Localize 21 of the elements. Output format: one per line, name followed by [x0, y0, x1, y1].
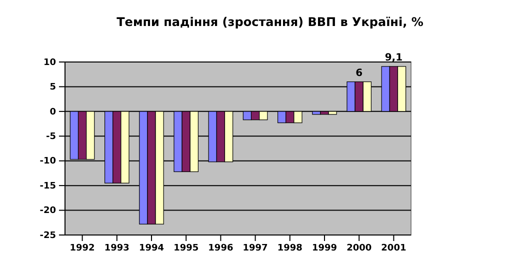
x-tick-label: 1997: [242, 243, 268, 254]
y-tick-label: -25: [40, 230, 56, 241]
y-tick-label: 0: [50, 107, 56, 118]
data-label: 9,1: [384, 52, 403, 64]
x-tick-label: 1998: [277, 243, 302, 254]
x-tick-label: 1999: [312, 243, 338, 254]
y-tick-label: -5: [46, 132, 56, 142]
y-tick-label: 10: [43, 58, 56, 68]
x-tick-label: 2001: [381, 243, 406, 254]
x-tick-label: 1994: [138, 243, 164, 254]
x-tick-label: 1995: [174, 243, 199, 254]
x-tick-label: 2000: [346, 243, 372, 254]
data-label: 6: [356, 68, 363, 79]
y-tick-label: -10: [40, 156, 56, 167]
x-tick-label: 1993: [104, 243, 130, 254]
y-tick-label: -15: [40, 181, 56, 192]
y-tick-label: 5: [50, 82, 56, 93]
x-tick-label: 1992: [70, 243, 95, 254]
x-tick-label: 1996: [208, 243, 234, 254]
chart-title: Темпи падіння (зростання) ВВП в Україні, %: [116, 15, 424, 29]
y-tick-label: -20: [40, 206, 56, 216]
